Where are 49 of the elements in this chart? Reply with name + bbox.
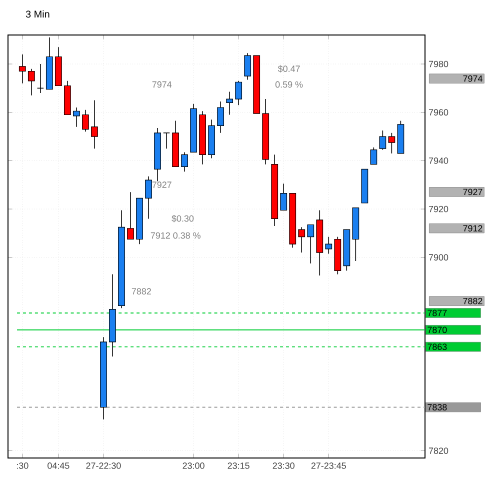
ref-line-label: 7838	[428, 404, 447, 410]
y-tick-label: 7820	[428, 448, 448, 454]
candlestick	[379, 130, 386, 150]
candlestick	[91, 100, 98, 149]
annotation: $0.30	[172, 214, 194, 222]
x-tick-label: 04:45	[48, 462, 70, 469]
annotation: 7912 0.38 %	[150, 232, 200, 239]
y-tick-label: 7940	[428, 158, 448, 164]
y-tick-label: 7920	[428, 206, 448, 212]
text: 7974	[463, 75, 482, 82]
candlestick	[370, 146, 378, 165]
candlestick	[18, 54, 26, 84]
ref-line-label: 7863	[428, 344, 447, 350]
text: 7927	[463, 188, 482, 196]
y-tick-label: 7980	[428, 60, 448, 68]
x-tick-label: :30	[16, 462, 28, 469]
candlestick	[72, 107, 80, 128]
text: 7912	[463, 225, 482, 232]
candlestick	[280, 183, 288, 211]
candlestick	[127, 192, 134, 240]
candlestick	[162, 132, 170, 149]
ref-line-label: 7877	[428, 310, 447, 316]
annotation: 0.59 %	[275, 81, 303, 88]
x-tick-label: 27-22:30	[86, 462, 121, 469]
y-tick-label: 7960	[428, 109, 448, 116]
annotation: 7927	[152, 182, 172, 188]
candlestick	[82, 110, 89, 132]
candlestick	[226, 91, 234, 116]
x-tick-label: 23:00	[182, 462, 204, 469]
candlestick	[388, 132, 396, 154]
candlestick	[181, 152, 188, 172]
annotation: 7882	[132, 288, 151, 295]
candlestick	[217, 101, 224, 134]
x-tick-label: 27-23:45	[311, 462, 346, 469]
text: 7882	[463, 298, 482, 304]
candlestick	[298, 226, 306, 253]
candlestick	[244, 52, 252, 80]
candlestick	[325, 236, 332, 254]
candlestick	[307, 224, 314, 264]
ref-line-label: 7870	[428, 326, 447, 334]
chart-title: 3 Min	[26, 10, 50, 18]
candlestick	[235, 80, 242, 106]
candlestick	[145, 176, 152, 220]
annotation: 7974	[152, 81, 172, 88]
candlestick	[28, 68, 35, 96]
annotation: $0.47	[278, 65, 300, 72]
x-tick-label: 23:15	[228, 462, 250, 469]
x-tick-label: 23:30	[272, 462, 294, 469]
y-tick-label: 7900	[428, 254, 448, 261]
